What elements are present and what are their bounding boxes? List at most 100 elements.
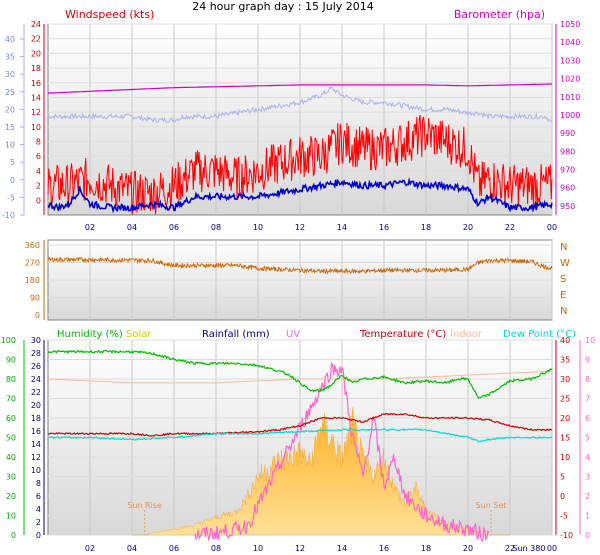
humidity-tick: 100	[1, 336, 16, 345]
climate-legend: Humidity (%) Solar Rainfall (mm) UV Temperat…	[57, 329, 576, 340]
wind-panel-axes: 4035302520151050-5-102422201816141210864…	[2, 20, 580, 220]
wind-average-line	[47, 177, 553, 214]
sun-xtick-label: Sun 380	[512, 544, 545, 553]
uv-tick: 1	[585, 512, 590, 521]
uv-tick: 7	[585, 395, 590, 404]
outer-left-tick: -5	[7, 193, 15, 202]
uv-tick: 8	[585, 375, 590, 384]
outer-left-tick: 40	[5, 35, 15, 44]
uv-tick: 2	[585, 492, 590, 501]
wind-xtick: 12	[295, 223, 305, 232]
temperature-line	[48, 412, 553, 437]
dir-left-tick: 360	[25, 241, 40, 250]
inner-left-tick: 0	[36, 196, 41, 205]
outer-left-tick: -10	[2, 211, 15, 220]
wind-xtick: 10	[253, 223, 263, 232]
right-tick: 980	[560, 147, 575, 156]
barometer-line	[47, 83, 553, 94]
rain-tick: 28	[31, 349, 41, 358]
rain-tick: 22	[31, 388, 41, 397]
right-tick: 1050	[560, 20, 580, 29]
legend-entry: UV	[286, 329, 300, 340]
rain-tick: 30	[31, 336, 41, 345]
climate-xtick: 02	[85, 544, 95, 553]
legend-entry: Dew Point (°C)	[503, 329, 576, 340]
temperature-tick: 20	[560, 414, 570, 423]
climate-xtick: 10	[253, 544, 263, 553]
rain-tick: 6	[36, 492, 41, 501]
rain-tick: 20	[31, 401, 41, 410]
climate-xtick: 00	[547, 544, 557, 553]
inner-left-tick: 12	[31, 108, 41, 117]
right-tick: 1020	[560, 75, 580, 84]
temperature-tick: 25	[560, 395, 570, 404]
climate-panel-series: Sun Rise Sun Set	[47, 349, 553, 543]
legend-entry: Rainfall (mm)	[202, 329, 270, 340]
uv-tick: 9	[585, 356, 590, 365]
humidity-tick: 90	[6, 356, 16, 365]
climate-panel-axes: 1009080706050403020100302826242220181614…	[1, 336, 595, 540]
dir-compass-label: S	[560, 274, 566, 285]
temperature-tick: 40	[560, 336, 570, 345]
climate-xtick: 14	[337, 544, 347, 553]
uv-tick: 6	[585, 414, 590, 423]
dir-left-tick: 270	[25, 259, 40, 268]
outer-left-tick: 15	[5, 123, 15, 132]
right-tick: 990	[560, 129, 575, 138]
inner-left-tick: 8	[36, 138, 41, 147]
wind-xtick: 14	[337, 223, 347, 232]
inner-left-tick: 24	[31, 20, 41, 29]
humidity-tick: 30	[6, 473, 16, 482]
inner-left-tick: 10	[31, 123, 41, 132]
temperature-tick: -10	[560, 531, 573, 540]
temperature-tick: 15	[560, 434, 570, 443]
uv-tick: 4	[585, 453, 590, 462]
rain-tick: 10	[31, 466, 41, 475]
inner-left-tick: 6	[36, 152, 41, 161]
wind-xtick: 16	[379, 223, 389, 232]
right-tick: 1010	[560, 93, 580, 102]
humidity-tick: 70	[6, 395, 16, 404]
humidity-tick: 50	[6, 434, 16, 443]
dir-compass-label: W	[560, 258, 570, 269]
rain-tick: 14	[31, 440, 41, 449]
climate-xtick: 16	[379, 544, 389, 553]
rain-tick: 0	[36, 531, 41, 540]
right-tick: 970	[560, 166, 575, 175]
sunset-label: Sun Set	[476, 501, 507, 510]
right-tick: 1030	[560, 56, 580, 65]
inner-left-tick: 4	[36, 167, 41, 176]
climate-xtick: 06	[169, 544, 179, 553]
wind-xtick: 02	[85, 223, 95, 232]
rain-tick: 12	[31, 453, 41, 462]
legend-entry: Temperature (°C)	[359, 329, 446, 340]
outer-left-tick: 5	[10, 158, 15, 167]
uv-tick: 0	[585, 531, 590, 540]
climate-xtick: 04	[127, 544, 137, 553]
humidity-tick: 60	[6, 414, 16, 423]
humidity-tick: 20	[6, 492, 16, 501]
right-tick: 960	[560, 184, 575, 193]
legend-entry: Solar	[126, 329, 152, 340]
rain-tick: 8	[36, 479, 41, 488]
inner-left-tick: 14	[31, 93, 41, 102]
gust-line	[47, 85, 553, 124]
dir-left-tick: 90	[30, 294, 40, 303]
dir-left-tick: 0	[35, 311, 40, 320]
temperature-tick: 10	[560, 453, 570, 462]
wind-xtick: 00	[547, 223, 557, 232]
inner-left-tick: 20	[31, 49, 41, 58]
barometer-label: Barometer (hpa)	[454, 8, 545, 21]
humidity-tick: 10	[6, 512, 16, 521]
outer-left-tick: 35	[5, 53, 15, 62]
outer-left-tick: 25	[5, 88, 15, 97]
rain-tick: 18	[31, 414, 41, 423]
legend-entry: Humidity (%)	[57, 329, 123, 340]
uv-tick: 10	[585, 336, 595, 345]
windspeed-label: Windspeed (kts)	[65, 8, 154, 21]
dir-left-tick: 180	[25, 276, 40, 285]
dewpoint-line	[47, 428, 553, 443]
wind-xtick: 08	[211, 223, 221, 232]
